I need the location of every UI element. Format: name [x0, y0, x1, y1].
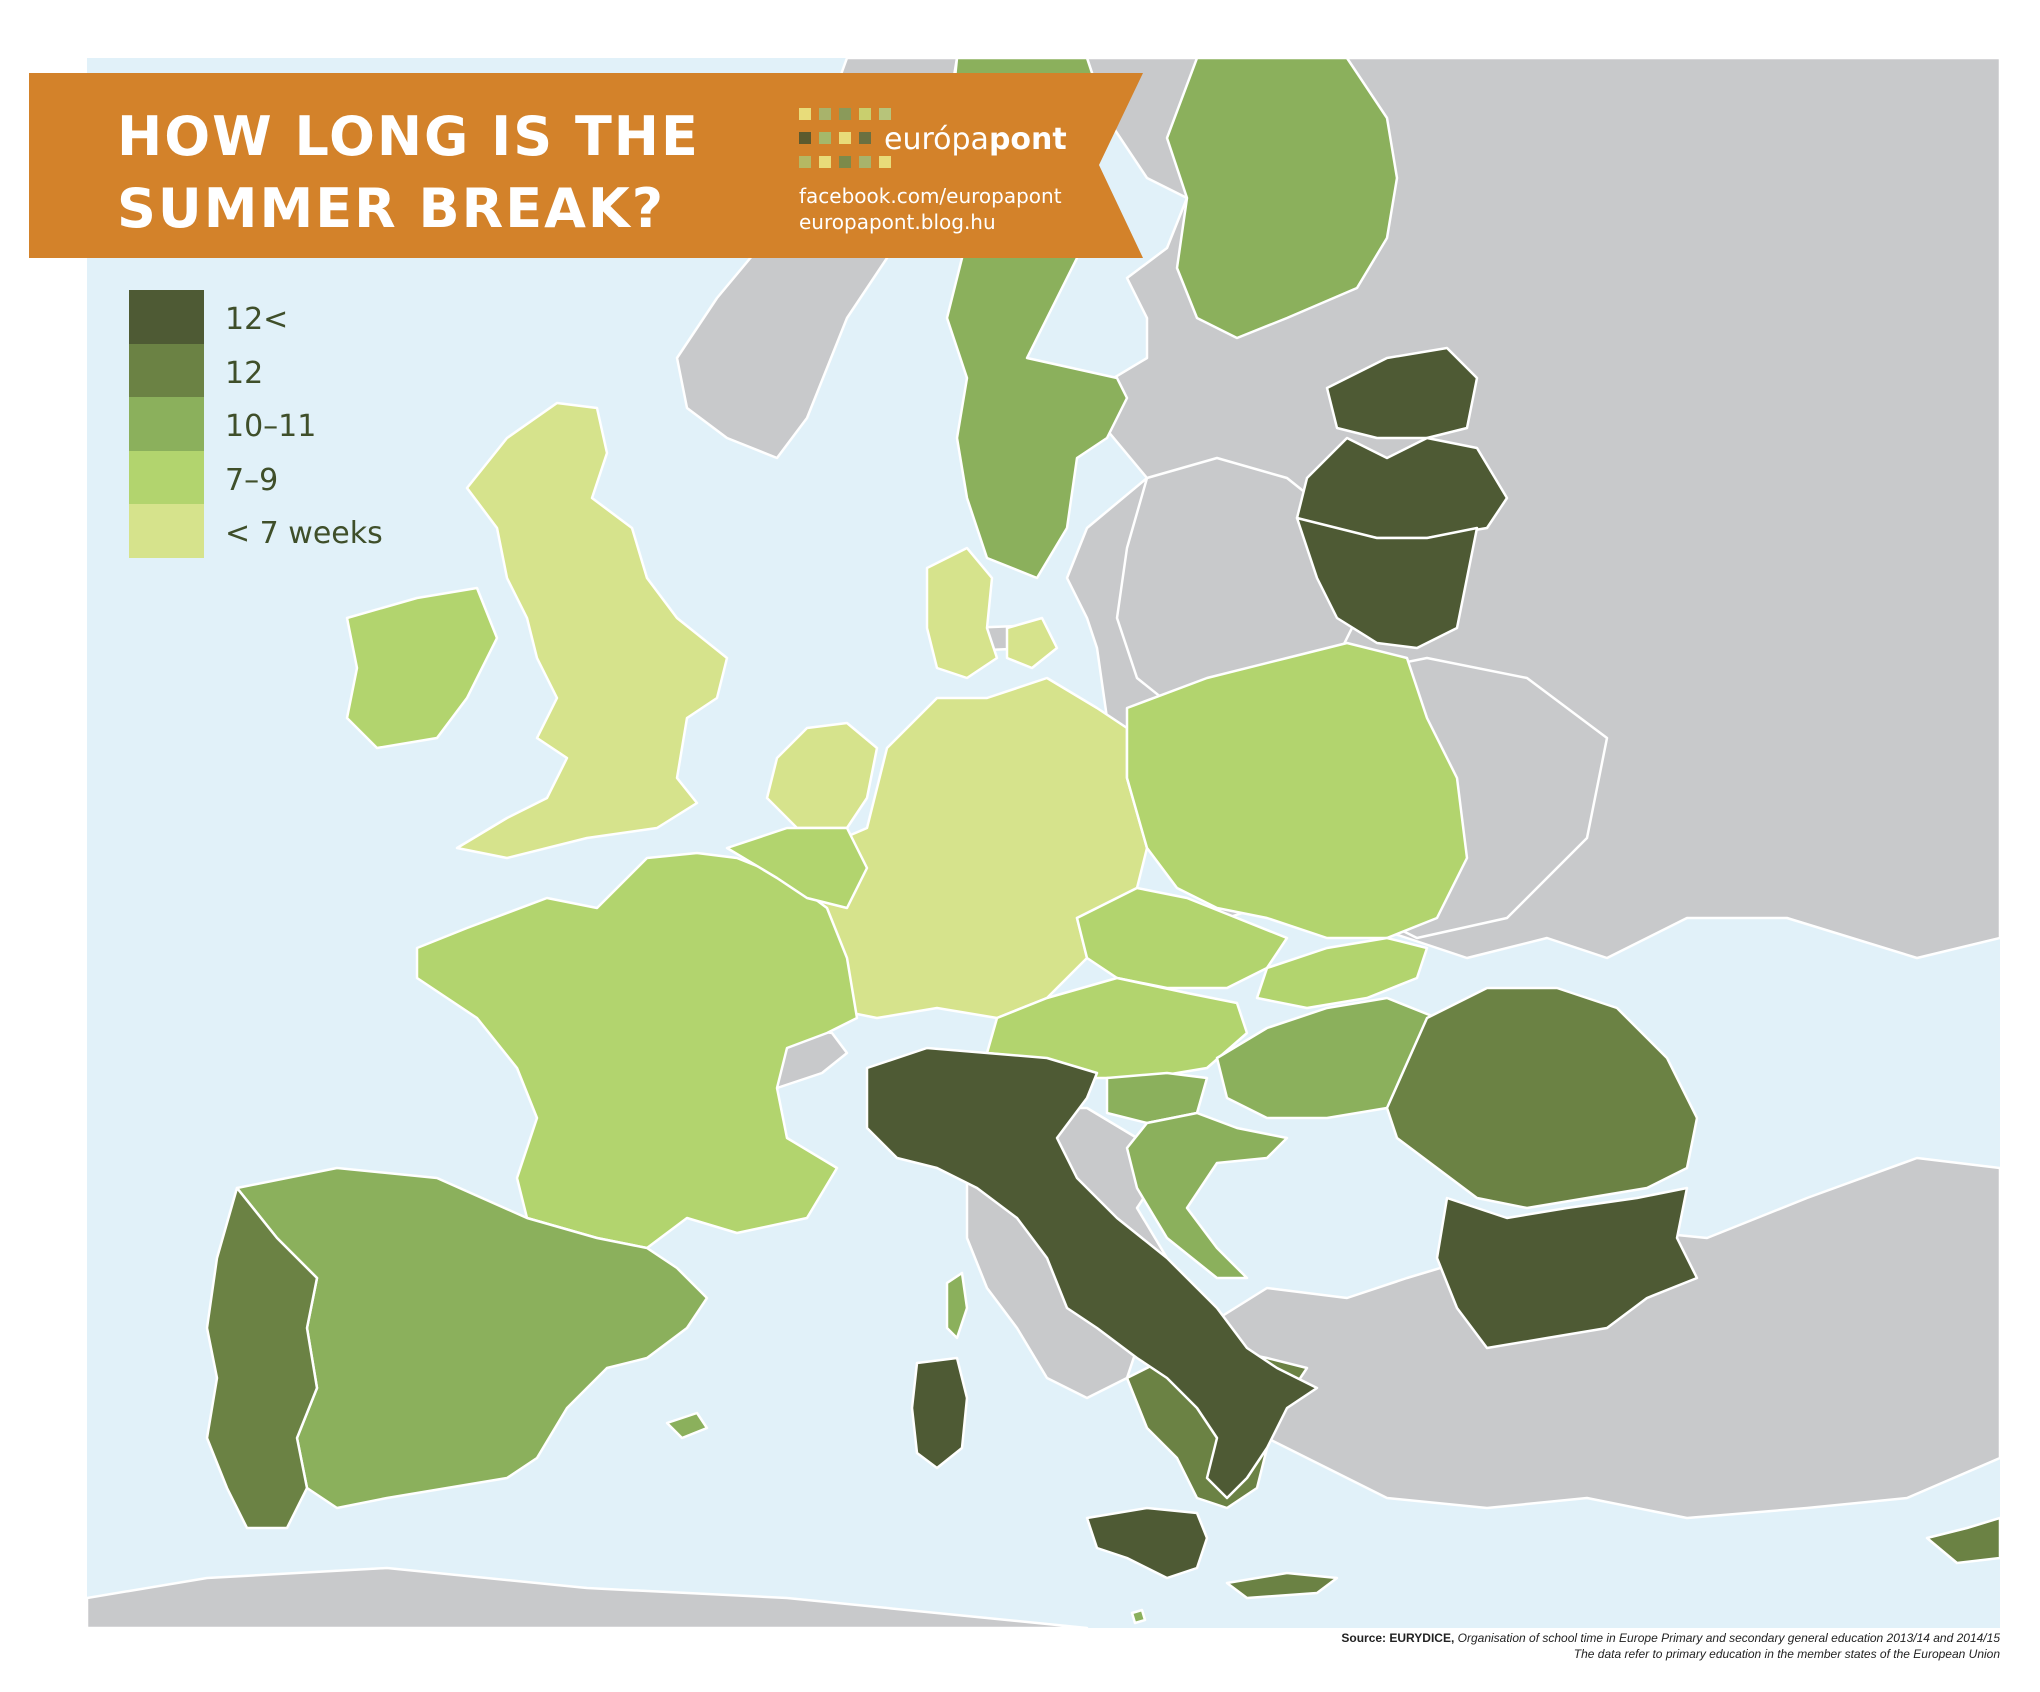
region-romania [1385, 986, 1699, 1210]
europe-map [87, 58, 2000, 1628]
region-italy [865, 1046, 1319, 1500]
source-text: Organisation of school time in Europe Pr… [1457, 1631, 2000, 1645]
legend-swatch [129, 290, 204, 344]
region-estonia [1325, 346, 1479, 440]
region-sardinia [910, 1356, 969, 1470]
region-slovakia [1255, 936, 1429, 1010]
legend-label: < 7 weeks [225, 516, 383, 551]
region-ireland [345, 586, 499, 750]
region-sicily [1085, 1506, 1209, 1580]
region-belgium [725, 826, 869, 910]
region-france [415, 851, 859, 1250]
legend-swatch [129, 504, 204, 558]
region-balearic [665, 1411, 709, 1440]
region-denmark-islands [1005, 616, 1059, 670]
source-org: EURYDICE, [1389, 1631, 1455, 1645]
brand-name-light: európa [884, 122, 989, 157]
region-crete [1225, 1571, 1339, 1600]
legend-label: 10–11 [225, 409, 317, 444]
region-malta [1130, 1608, 1147, 1625]
region-finland [1165, 58, 1399, 340]
title-banner: HOW LONG IS THE SUMMER BREAK? európapont… [29, 73, 1143, 258]
map-canvas [87, 58, 2000, 1628]
region-bulgaria [1435, 1186, 1699, 1350]
legend-swatch [129, 343, 204, 397]
source-label: Source: [1341, 1631, 1387, 1645]
brand-name-bold: pont [988, 122, 1067, 157]
legend-label: 12< [225, 302, 289, 337]
blog-link[interactable]: europapont.blog.hu [799, 210, 996, 234]
brand-block: európapont facebook.com/europapont europ… [799, 108, 1119, 258]
brand-logo-icon [799, 108, 909, 178]
source-note-line: The data refer to primary education in t… [1341, 1646, 2000, 1662]
region-lithuania [1295, 516, 1479, 650]
source-note-text: The data refer to primary education in t… [1573, 1647, 2000, 1661]
source-line: Source: EURYDICE, Organisation of school… [1341, 1630, 2000, 1646]
legend-swatch [129, 450, 204, 504]
legend-swatch [129, 397, 204, 451]
region-corsica [945, 1271, 969, 1340]
region-netherlands [765, 721, 879, 830]
legend-label: 7–9 [225, 462, 279, 498]
region-croatia [1125, 1111, 1289, 1280]
region-united-kingdom [455, 401, 729, 860]
region-denmark [925, 546, 999, 680]
facebook-link[interactable]: facebook.com/europapont [799, 184, 1062, 208]
brand-name: európapont [884, 122, 1067, 157]
region-portugal [205, 1186, 319, 1530]
region-poland [1125, 641, 1469, 940]
legend-label: 12 [225, 355, 264, 391]
region-cyprus [1925, 1516, 2000, 1565]
source-note: Source: EURYDICE, Organisation of school… [1341, 1630, 2000, 1662]
region-north-africa [87, 1566, 1089, 1628]
map-title: HOW LONG IS THE SUMMER BREAK? [117, 105, 700, 240]
